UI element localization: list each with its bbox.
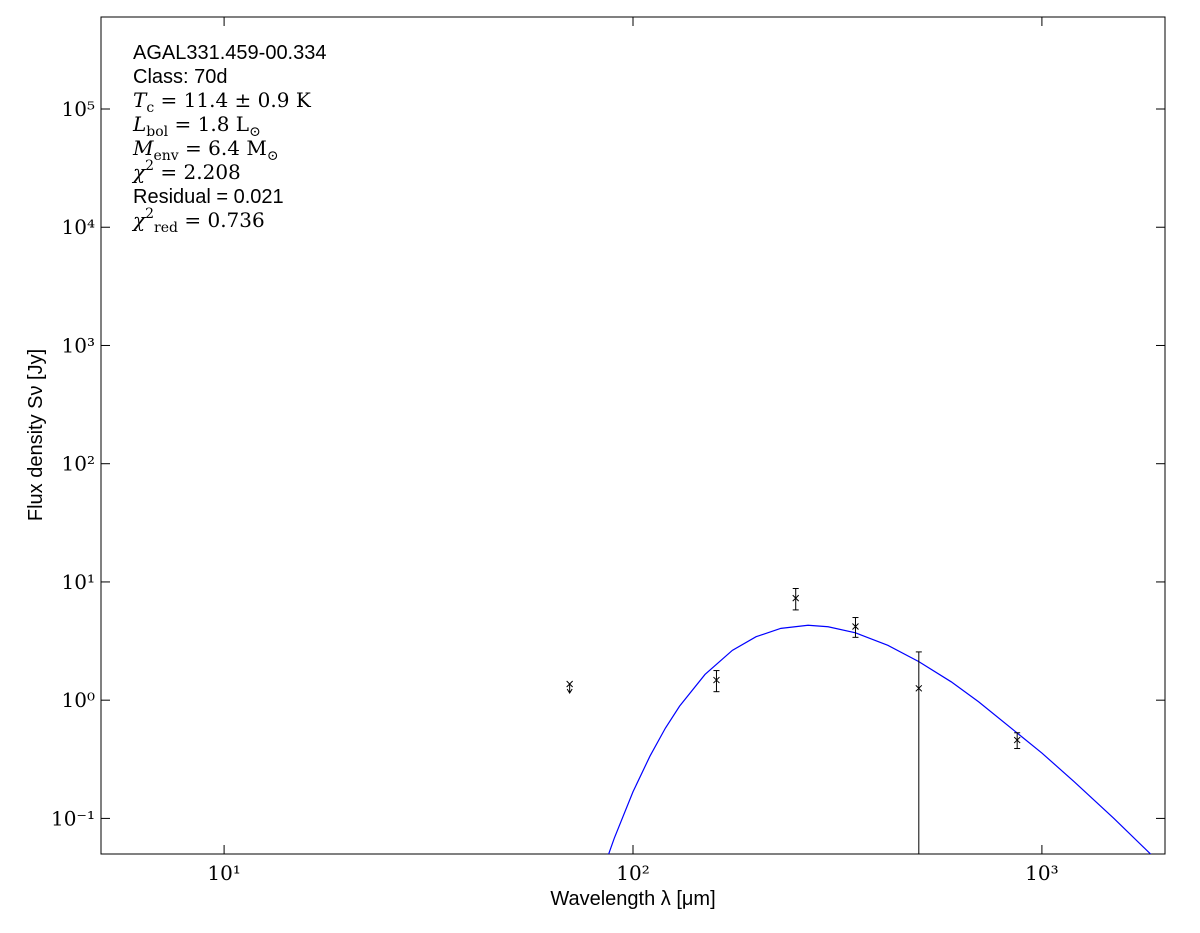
plot-area (566, 588, 1152, 854)
annotation-part: χ (131, 208, 147, 232)
annotation-part: env (153, 148, 178, 164)
y-tick-label: 10¹ (62, 570, 95, 594)
data-point (566, 680, 574, 688)
data-point (915, 684, 923, 692)
model-curve (608, 624, 1152, 854)
x-tick-label: 10² (616, 861, 649, 885)
annotation-part: ⊙ (249, 124, 261, 140)
annotation-part: bol (146, 124, 168, 140)
x-tick-label: 10³ (1025, 861, 1058, 885)
annotation-part: = 2.208 (154, 160, 241, 184)
annotation-part: c (146, 100, 154, 116)
data-point (852, 623, 859, 630)
annotation-part: 2 (145, 206, 154, 222)
annotation-part: Class: 70d (133, 66, 228, 88)
data-point (1013, 736, 1021, 744)
x-tick-label: 10¹ (207, 861, 240, 885)
data-point (792, 594, 800, 602)
annotation-part: = 0.736 (178, 208, 265, 232)
annotation-part: 2 (145, 158, 154, 174)
annotation-part: M (132, 136, 154, 160)
annotation: Tc = 11.4 ± 0.9 K (133, 88, 312, 116)
y-tick-label: 10⁴ (62, 215, 95, 239)
annotation-part: = 1.8 L (168, 112, 249, 136)
annotation: Lbol = 1.8 L⊙ (132, 112, 261, 140)
annotation-part: Residual = 0.021 (133, 186, 284, 208)
data-point (713, 676, 720, 684)
y-tick-label: 10⁻¹ (51, 806, 95, 830)
y-axis-label: Flux density Sν [Jy] (25, 349, 47, 521)
annotation-part: = 6.4 M (179, 136, 267, 160)
annotation-part: T (133, 88, 148, 112)
annotation: Class: 70d (133, 66, 228, 88)
y-tick-label: 10⁰ (62, 688, 95, 712)
annotation: AGAL331.459-00.334 (133, 42, 327, 64)
annotation: Residual = 0.021 (133, 186, 284, 208)
annotation-part: χ (131, 160, 147, 184)
y-tick-label: 10² (62, 452, 95, 476)
annotation-part: ⊙ (267, 148, 279, 164)
upper-limit-arrow (566, 684, 573, 694)
y-tick-label: 10⁵ (62, 97, 95, 121)
x-axis-label: Wavelength λ [μm] (550, 888, 715, 910)
annotation-part: AGAL331.459-00.334 (133, 42, 327, 64)
annotation: Menv = 6.4 M⊙ (132, 136, 279, 164)
annotation-part: red (154, 220, 178, 236)
y-tick-label: 10³ (62, 333, 95, 357)
annotation-part: = 11.4 ± 0.9 K (154, 88, 312, 112)
annotation: χ2 = 2.208 (131, 158, 241, 184)
annotation: χ2red = 0.736 (131, 206, 265, 236)
annotation-part: L (132, 112, 146, 136)
